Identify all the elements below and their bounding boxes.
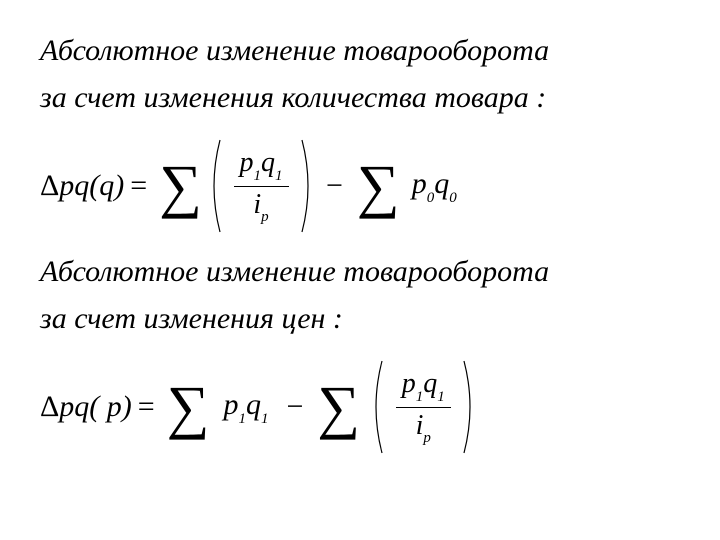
formula-2-lhs: Δpq( p) — [40, 390, 132, 424]
big-parentheses-2: p1q1 ip — [368, 359, 478, 455]
minus-sign-2: − — [287, 390, 304, 424]
heading-line-3: Абсолютное изменение товарооборота — [40, 249, 680, 296]
equals-sign: = — [130, 169, 147, 203]
t1-p-sub: 1 — [239, 411, 247, 427]
paren-content-1: p1q1 ip — [206, 138, 316, 234]
lhs-pq-2: pq — [59, 390, 89, 423]
heading-line-1: Абсолютное изменение товарооборота — [40, 28, 680, 75]
big-parentheses-1: p1q1 ip — [206, 138, 316, 234]
formula-2: Δpq( p) = ∑ p1q1 − ∑ p1q1 ip — [40, 352, 680, 462]
minus-sign-1: − — [326, 169, 343, 203]
heading-line-4: за счет изменения цен : — [40, 296, 680, 343]
num-p-2: p — [402, 368, 416, 399]
denominator-1: ip — [247, 189, 274, 225]
num-p: p — [240, 147, 254, 178]
sum-symbol-3: ∑ — [167, 377, 210, 437]
fraction-bar-2 — [396, 407, 451, 408]
num-q-sub-2: 1 — [437, 389, 445, 405]
delta-symbol-2: Δ — [40, 390, 59, 423]
numerator-1: p1q1 — [234, 147, 289, 183]
paren-content-2: p1q1 ip — [368, 359, 478, 455]
t1-q: q — [246, 388, 261, 421]
sum-symbol-4: ∑ — [317, 377, 360, 437]
lhs-arg-2: p — [107, 390, 122, 423]
numerator-2: p1q1 — [396, 368, 451, 404]
term-p1q1: p1q1 — [224, 388, 269, 426]
t2-p-sub: 0 — [427, 190, 435, 206]
den-i: i — [253, 189, 261, 220]
delta-symbol: Δ — [40, 169, 59, 202]
term-p0q0: p0q0 — [412, 167, 457, 205]
num-q-2: q — [423, 368, 437, 399]
formula-1-lhs: Δpq(q) — [40, 169, 124, 203]
t1-p: p — [224, 388, 239, 421]
document-page: Абсолютное изменение товарооборота за сч… — [0, 0, 720, 540]
fraction-1: p1q1 ip — [234, 147, 289, 224]
fraction-2: p1q1 ip — [396, 368, 451, 445]
formula-1: Δpq(q) = ∑ p1q1 ip − ∑ — [40, 131, 680, 241]
den-i-sub: p — [261, 209, 269, 225]
sum-symbol-1: ∑ — [159, 156, 202, 216]
t2-q-sub: 0 — [449, 190, 457, 206]
den-i-sub-2: p — [423, 430, 431, 446]
t2-p: p — [412, 167, 427, 200]
t2-q: q — [434, 167, 449, 200]
equals-sign-2: = — [138, 390, 155, 424]
sum-symbol-2: ∑ — [357, 156, 400, 216]
heading-line-2: за счет изменения количества товара : — [40, 75, 680, 122]
num-q: q — [261, 147, 275, 178]
lhs-pq: pq — [59, 169, 89, 202]
t1-q-sub: 1 — [261, 411, 269, 427]
num-p-sub-2: 1 — [416, 389, 424, 405]
num-q-sub: 1 — [275, 168, 283, 184]
denominator-2: ip — [410, 410, 437, 446]
lhs-arg: q — [99, 169, 114, 202]
num-p-sub: 1 — [254, 168, 262, 184]
fraction-bar-1 — [234, 186, 289, 187]
